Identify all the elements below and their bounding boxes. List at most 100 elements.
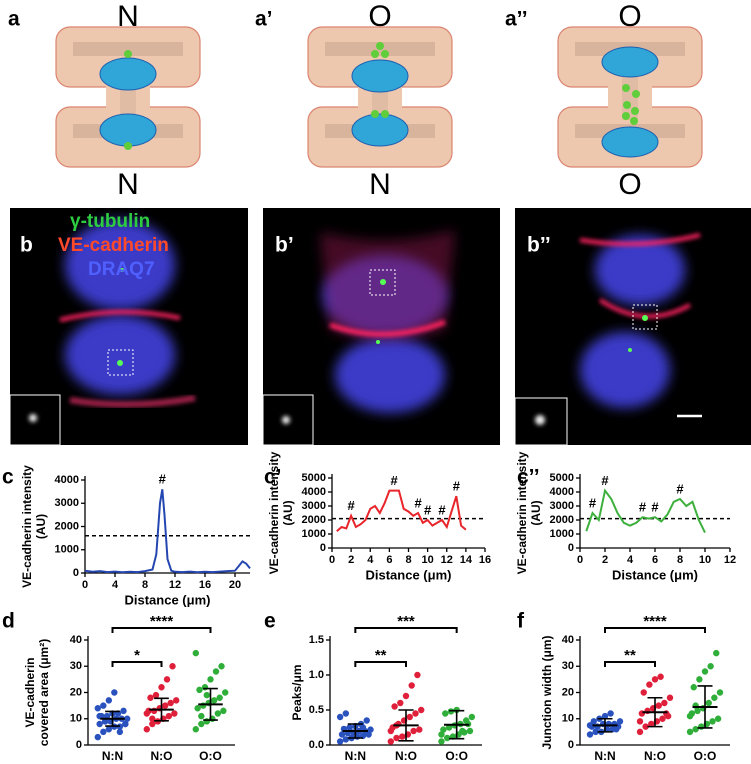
- significance-bracket: [604, 661, 656, 667]
- y-tick-label: 20: [562, 686, 574, 698]
- data-point: [640, 689, 647, 696]
- data-point: [657, 673, 664, 680]
- peak-annotation: #: [589, 495, 597, 510]
- x-tick-label: 0: [82, 579, 88, 591]
- x-tick-label: O:O: [694, 749, 717, 763]
- data-point: [397, 699, 404, 707]
- significance-label: **: [624, 647, 636, 664]
- data-point: [116, 728, 124, 736]
- y-tick-label: 30: [562, 660, 574, 672]
- data-point: [100, 702, 107, 709]
- x-axis-label: Distance (μm): [125, 592, 211, 607]
- y-axis-label: VE-cadherin: [23, 657, 37, 727]
- x-axis-label: Distance (μm): [366, 567, 452, 582]
- panel-label: c’’: [517, 466, 540, 489]
- significance-label: **: [375, 647, 387, 664]
- data-point: [103, 712, 111, 720]
- significance-bracket: [354, 661, 407, 667]
- micrograph-b: b γ-tubulin VE-cadherin DRAQ7: [9, 208, 248, 446]
- data-point: [408, 682, 415, 689]
- data-point: [690, 684, 697, 691]
- data-point: [466, 727, 474, 735]
- y-tick-label: 0: [76, 739, 82, 751]
- data-point: [96, 720, 103, 728]
- peak-annotation: #: [424, 502, 432, 517]
- y-tick-label: 5000: [302, 472, 326, 484]
- data-point: [367, 726, 374, 733]
- y-axis-label: Peaks/μm: [290, 664, 304, 720]
- data-point: [346, 724, 353, 731]
- data-point: [416, 726, 423, 733]
- sd-whisker: [154, 697, 169, 722]
- cell-type-bottom: O: [618, 168, 641, 201]
- y-tick-label: 3000: [55, 497, 79, 509]
- data-point: [214, 710, 222, 717]
- data-point: [696, 676, 703, 683]
- x-tick-label: N:O: [151, 749, 173, 763]
- y-tick-label: 2000: [302, 514, 326, 526]
- peak-annotation: #: [391, 473, 399, 488]
- sd-whisker: [347, 723, 363, 739]
- panel-label: b’’: [527, 234, 551, 257]
- data-point: [666, 694, 674, 701]
- significance-bracket: [111, 661, 163, 667]
- data-point: [698, 723, 705, 730]
- data-point: [161, 702, 169, 709]
- data-point: [642, 723, 649, 730]
- panel-label: a: [8, 8, 20, 31]
- y-axis-label: VE-cadherin intensity: [515, 451, 529, 574]
- y-tick-label: 2000: [550, 514, 574, 526]
- data-point: [96, 712, 103, 720]
- data-point: [391, 703, 398, 710]
- significance-label: *: [134, 647, 140, 664]
- x-tick-label: 10: [422, 554, 434, 566]
- sd-whisker: [647, 696, 663, 728]
- data-point: [336, 713, 344, 721]
- data-point: [616, 718, 624, 725]
- data-point: [171, 710, 178, 717]
- data-point: [714, 715, 722, 722]
- data-point: [410, 727, 417, 735]
- data-point: [692, 726, 699, 733]
- profile-line: [84, 489, 251, 574]
- peak-annotation: #: [639, 500, 647, 515]
- data-point: [124, 715, 131, 722]
- x-tick-label: N:O: [644, 749, 666, 763]
- data-point: [143, 710, 150, 717]
- data-point: [709, 718, 716, 725]
- cell-pair: [557, 26, 703, 168]
- data-point: [192, 726, 199, 733]
- y-axis-label: (AU): [34, 514, 48, 539]
- data-point: [418, 706, 425, 714]
- data-point: [149, 715, 156, 722]
- x-tick-label: 8: [142, 579, 148, 591]
- peak-annotation: #: [414, 495, 422, 510]
- y-tick-label: 0.0: [309, 739, 324, 751]
- y-axis-label: (AU): [281, 500, 295, 525]
- data-point: [192, 649, 199, 657]
- data-point: [701, 668, 709, 675]
- data-point: [116, 723, 124, 730]
- diagram-a-prime: a’ O N: [255, 0, 453, 201]
- y-tick-label: 4000: [302, 486, 326, 498]
- data-point: [586, 731, 594, 738]
- data-point: [459, 727, 466, 735]
- stain-label: γ-tubulin: [70, 211, 150, 232]
- significance-bracket: [111, 627, 212, 633]
- significance-bracket: [604, 627, 706, 633]
- diagram-a: a N N: [8, 0, 201, 201]
- profile-line: [336, 489, 467, 532]
- panel-label: d: [2, 610, 15, 633]
- data-point: [163, 676, 171, 683]
- data-point: [101, 718, 109, 725]
- panel-label: b’: [275, 234, 294, 257]
- data-point: [198, 720, 205, 728]
- data-point: [414, 671, 421, 679]
- data-point: [592, 728, 599, 736]
- data-point: [613, 726, 620, 733]
- y-tick-label: 30: [70, 660, 82, 672]
- data-point: [220, 707, 227, 715]
- panel-label: a’: [255, 8, 273, 31]
- peak-annotation: #: [651, 500, 659, 515]
